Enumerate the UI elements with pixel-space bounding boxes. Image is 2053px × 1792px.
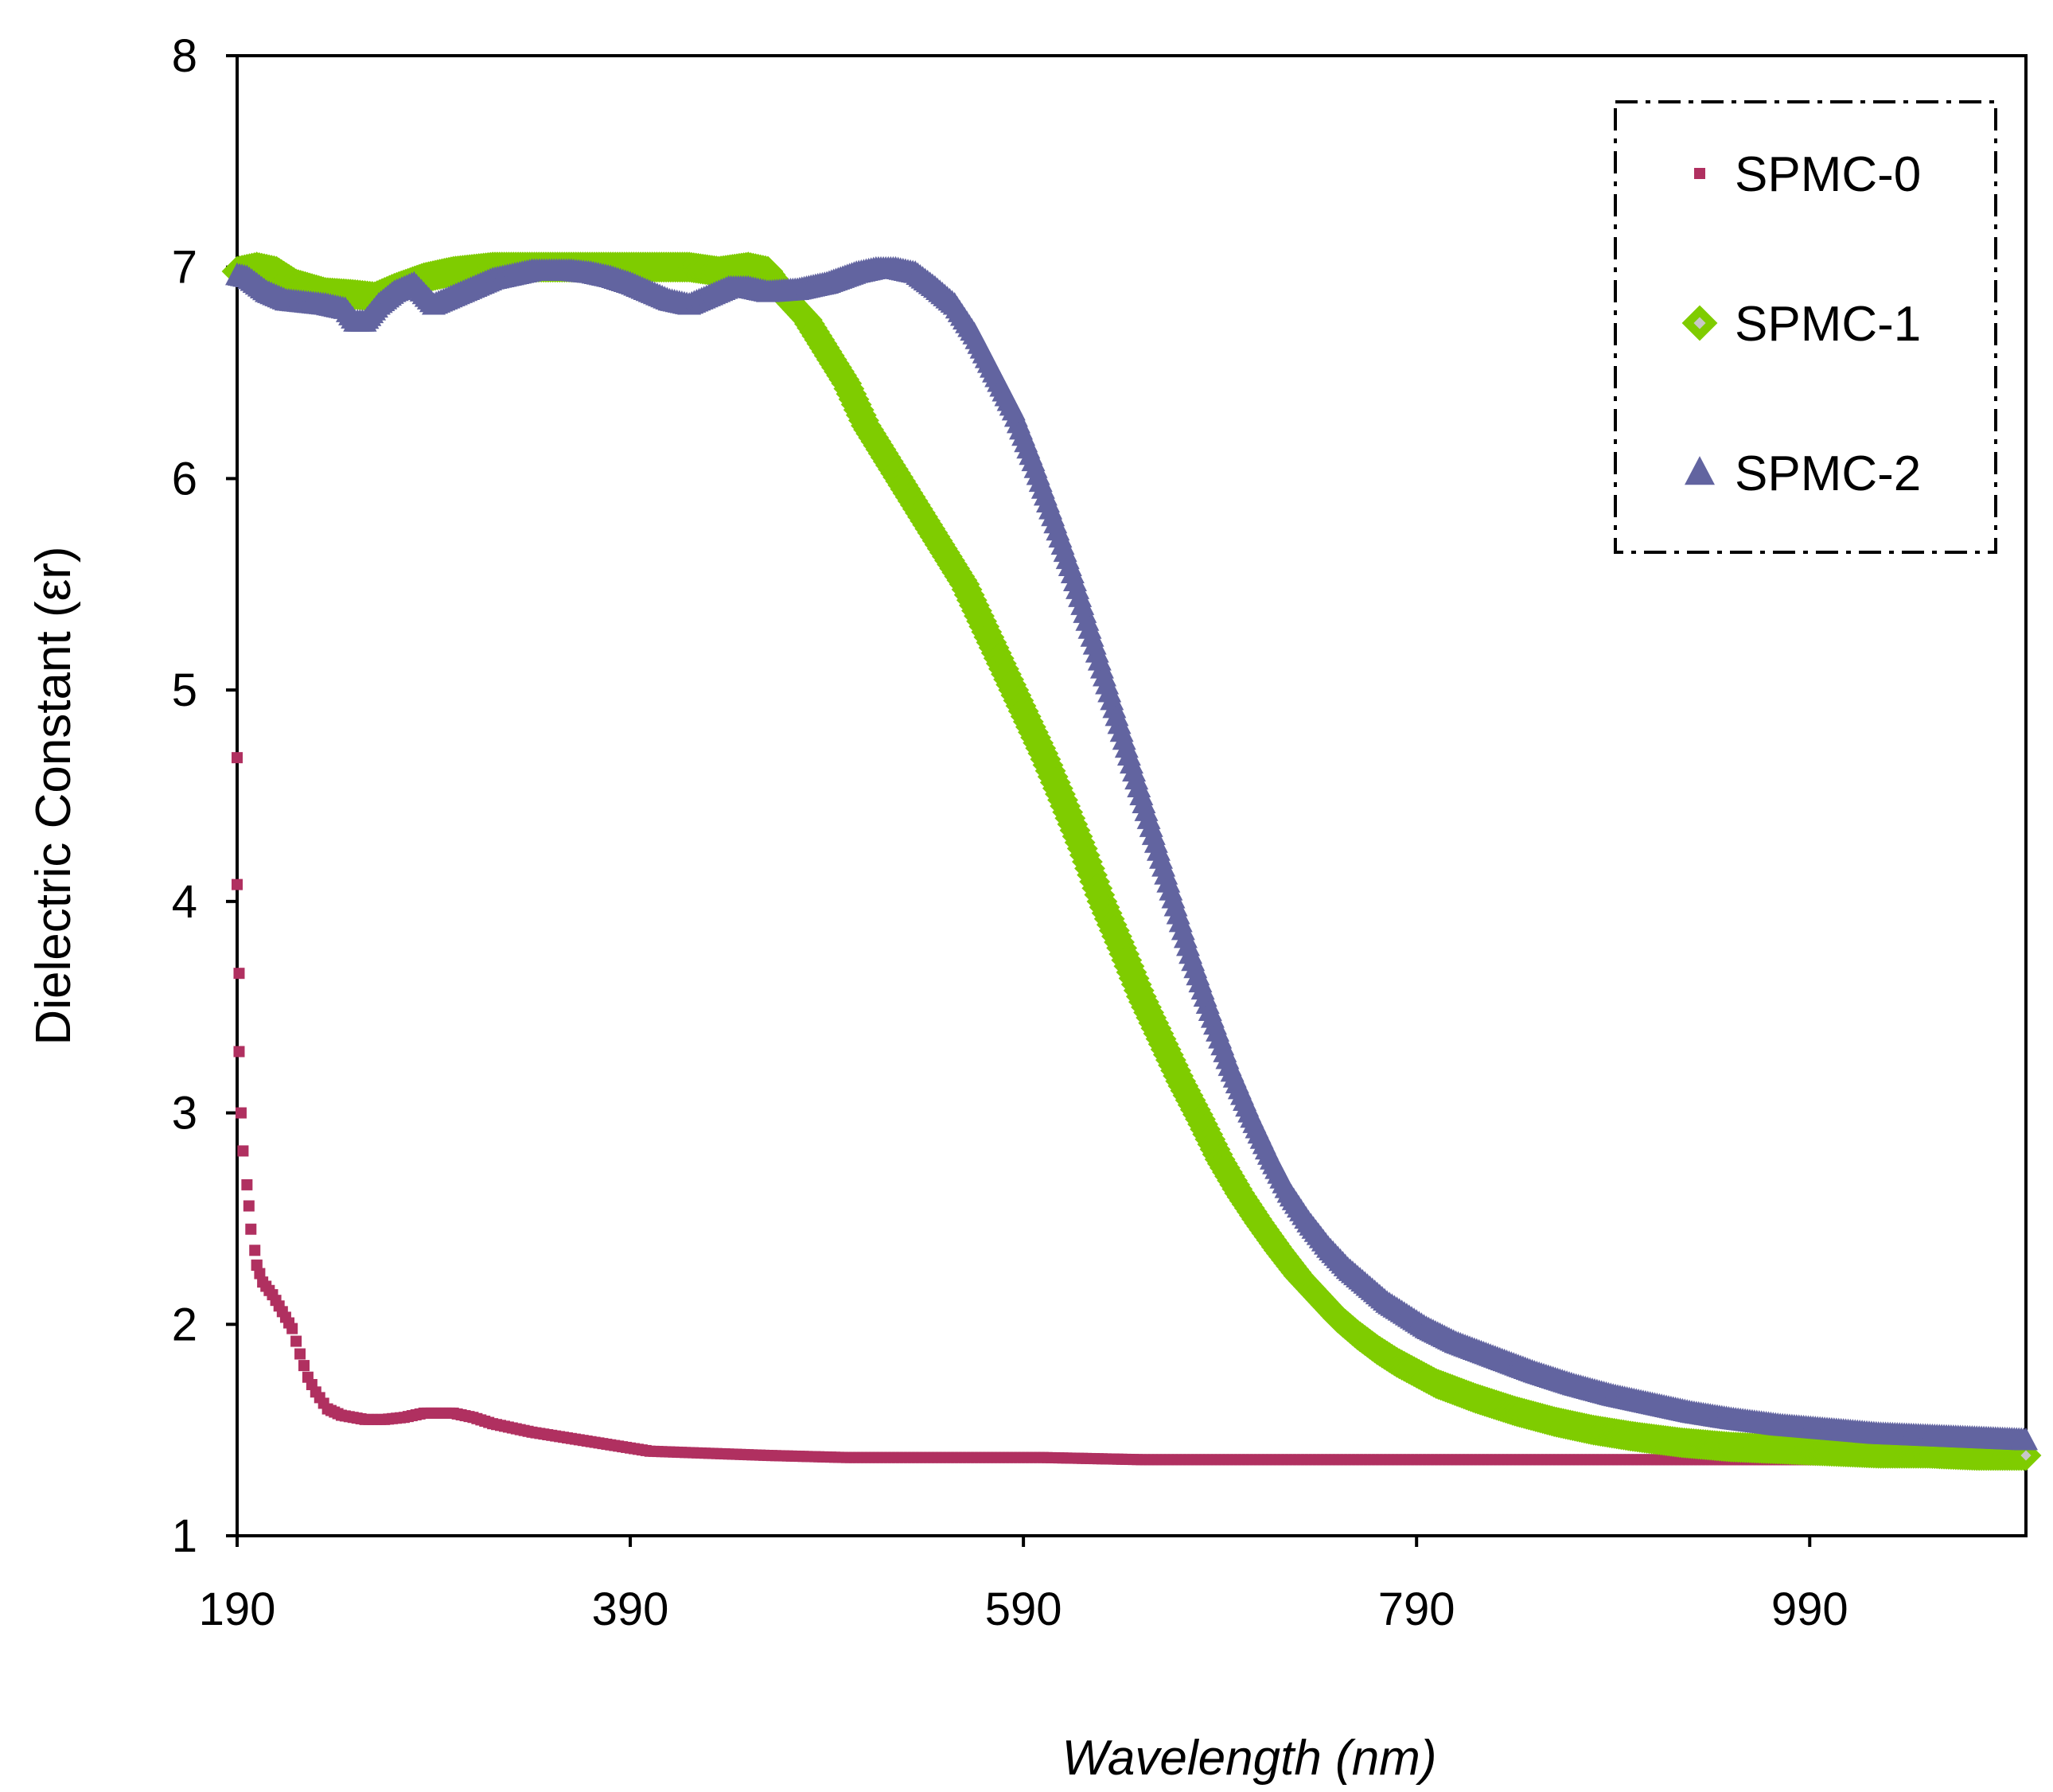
x-tick-label: 590 [985, 1584, 1062, 1635]
legend-marker-icon [1681, 305, 1718, 341]
y-tick-label: 3 [172, 1088, 197, 1139]
data-point [241, 1178, 253, 1190]
data-point [235, 1107, 247, 1119]
y-tick-label: 5 [172, 664, 197, 716]
y-tick-label: 4 [172, 876, 197, 928]
data-point [233, 968, 245, 980]
data-point [298, 1360, 310, 1372]
data-point [2010, 1439, 2042, 1471]
series-spmc-0 [232, 752, 2032, 1466]
legend-label: SPMC-2 [1735, 446, 1921, 501]
data-point [254, 1268, 266, 1280]
series-spmc-2 [225, 255, 2038, 1451]
y-tick-label: 6 [172, 453, 197, 504]
legend-box [1614, 100, 1997, 554]
data-point [232, 878, 243, 890]
x-axis: 190 390 590 790 990 [199, 1536, 1848, 1635]
data-point [232, 752, 243, 764]
x-axis-title: Wavelength (nm) [1062, 1731, 1437, 1786]
data-point [237, 1145, 249, 1157]
legend-marker-icon [1685, 456, 1715, 485]
y-axis-title: Dielectric Constant (εr) [26, 546, 81, 1045]
legend-label: SPMC-0 [1735, 147, 1921, 202]
x-tick-label: 790 [1378, 1584, 1455, 1635]
legend-marker-icon [1694, 168, 1705, 179]
data-point [245, 1223, 257, 1235]
x-tick-label: 390 [592, 1584, 669, 1635]
legend-items: SPMC-0 SPMC-1 SPMC-2 [1681, 147, 1921, 501]
series-layer [221, 251, 2042, 1471]
y-tick-label: 7 [172, 242, 197, 294]
data-point [2014, 1427, 2038, 1451]
data-point [233, 1046, 245, 1058]
legend: SPMC-0 SPMC-1 SPMC-2 [1614, 100, 1997, 554]
data-point [249, 1245, 261, 1256]
x-tick-label: 990 [1771, 1584, 1848, 1635]
data-point [294, 1348, 306, 1360]
legend-label: SPMC-1 [1735, 297, 1921, 352]
data-point [251, 1259, 263, 1271]
data-point [243, 1200, 255, 1212]
legend-item-spmc-1: SPMC-1 [1681, 297, 1921, 352]
legend-item-spmc-2: SPMC-2 [1685, 446, 1921, 501]
y-tick-label: 2 [172, 1299, 197, 1350]
data-point [290, 1335, 302, 1347]
legend-item-spmc-0: SPMC-0 [1694, 147, 1921, 202]
y-tick-label: 8 [172, 30, 197, 82]
x-tick-label: 190 [199, 1584, 276, 1635]
y-axis: 1 2 3 4 5 6 7 8 [172, 30, 237, 1562]
y-tick-label: 1 [172, 1510, 197, 1562]
data-point [286, 1323, 298, 1334]
